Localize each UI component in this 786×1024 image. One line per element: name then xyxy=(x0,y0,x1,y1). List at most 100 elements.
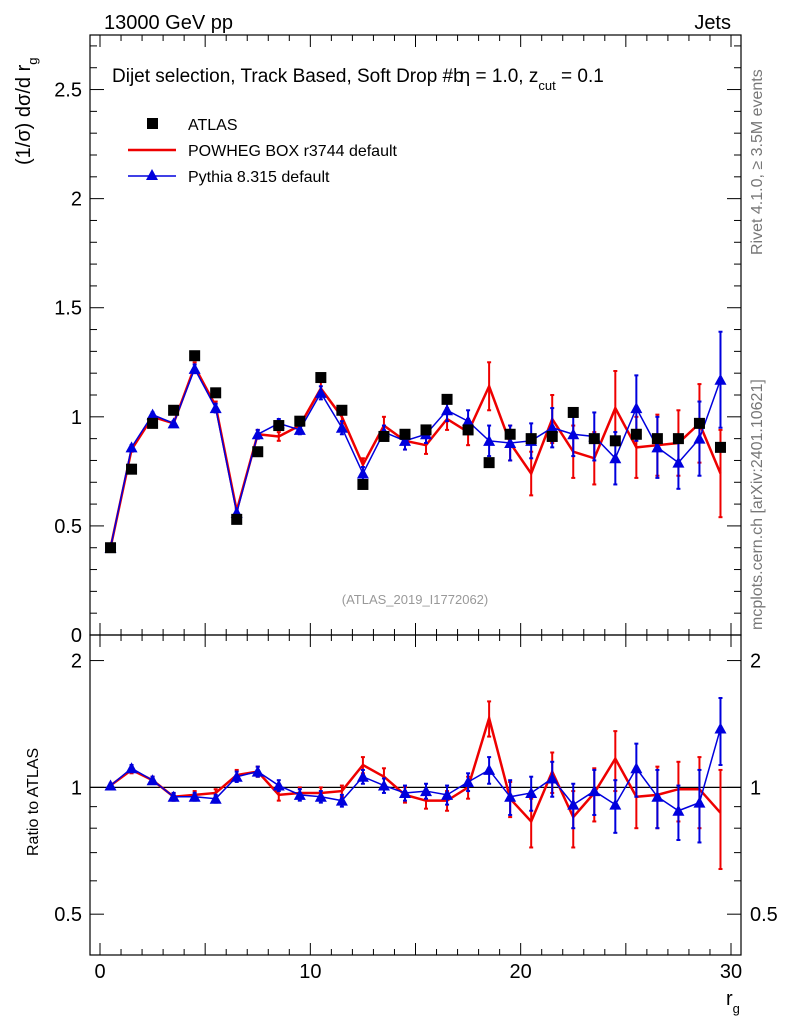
ratio-y-tick-label-right: 1 xyxy=(750,777,761,799)
atlas-point xyxy=(714,441,726,453)
atlas-point xyxy=(189,350,201,362)
pythia-point xyxy=(672,456,685,468)
powheg-line xyxy=(109,363,722,548)
atlas-point xyxy=(504,428,516,440)
ratio-pythia-point xyxy=(314,790,327,802)
pythia-point xyxy=(167,417,180,429)
series-layer xyxy=(104,330,727,871)
atlas-point xyxy=(147,417,159,429)
ratio-pythia-point xyxy=(167,790,180,802)
pythia-point xyxy=(693,432,706,444)
atlas-point xyxy=(630,428,642,440)
legend-marker-pythia xyxy=(146,169,158,180)
ratio-pythia-point xyxy=(714,722,727,734)
atlas-point xyxy=(567,406,579,418)
pythia-point xyxy=(483,434,496,446)
ratio-powheg-line xyxy=(109,713,722,824)
ratio-y-axis-label: Ratio to ATLAS xyxy=(25,748,42,856)
pythia-point xyxy=(398,434,411,446)
y-tick-label: 2 xyxy=(71,189,82,211)
ratio-pythia-point xyxy=(672,804,685,816)
pythia-point xyxy=(314,386,327,398)
ratio-pythia-point xyxy=(398,786,411,798)
pythia-point xyxy=(125,441,138,453)
atlas-point xyxy=(420,424,432,436)
atlas-point xyxy=(588,433,600,445)
atlas-point xyxy=(294,415,306,427)
ratio-pythia-point xyxy=(125,762,138,774)
ratio-pythia-point xyxy=(504,790,517,802)
ratio-pythia-point xyxy=(188,790,201,802)
title-main: Dijet selection, Track Based, Soft Drop … xyxy=(112,66,464,87)
pythia-point xyxy=(630,402,643,414)
atlas-point xyxy=(378,430,390,442)
atlas-point xyxy=(609,435,621,447)
atlas-point xyxy=(525,433,537,445)
atlas-point xyxy=(651,433,663,445)
ratio-pythia-point xyxy=(483,763,496,775)
axes-layer: 0 10 20 30 0 0.5 1 1.5 2 2.5 0.5 0.5 1 1 2 2 xyxy=(54,35,778,983)
plot-title: Dijet selection, Track Based, Soft Drop … xyxy=(112,66,604,93)
main-y-axis-label-main: (1/σ) dσ/d r xyxy=(13,64,35,165)
process-label: Jets xyxy=(694,12,731,34)
atlas-point xyxy=(483,457,495,469)
ratio-y-tick-label-right: 2 xyxy=(750,651,761,673)
ratio-pythia-point xyxy=(546,772,559,784)
ratio-pythia-point xyxy=(567,798,580,810)
pythia-point xyxy=(609,452,622,464)
ratio-pythia-point xyxy=(146,774,159,786)
ratio-y-tick-label: 0.5 xyxy=(54,904,82,926)
atlas-point xyxy=(399,428,411,440)
x-axis-label-main: r xyxy=(726,988,733,1010)
title-sub: cut xyxy=(538,78,556,93)
pythia-point xyxy=(335,421,348,433)
atlas-point xyxy=(210,387,222,399)
x-tick-label: 30 xyxy=(720,961,742,983)
legend: ATLAS POWHEG BOX r3744 default Pythia 8.… xyxy=(128,117,398,186)
main-y-axis-label-sub: g xyxy=(25,58,40,65)
pythia-point xyxy=(546,421,559,433)
legend-label-pythia: Pythia 8.315 default xyxy=(188,169,330,186)
ratio-pythia-point xyxy=(588,785,601,797)
pythia-point xyxy=(293,423,306,435)
ratio-pythia-point xyxy=(525,786,538,798)
legend-label-powheg: POWHEG BOX r3744 default xyxy=(188,143,398,160)
pythia-point xyxy=(714,373,727,385)
ratio-pythia-point xyxy=(420,785,433,797)
pythia-point xyxy=(441,404,454,416)
y-tick-label: 0 xyxy=(71,625,82,647)
title-end: = 0.1 xyxy=(556,66,604,87)
atlas-point xyxy=(126,463,138,475)
pythia-point xyxy=(651,441,664,453)
ratio-pythia-point xyxy=(693,796,706,808)
pythia-point xyxy=(462,415,475,427)
legend-label-atlas: ATLAS xyxy=(188,117,238,134)
rivet-label: Rivet 4.1.0, ≥ 3.5M events xyxy=(749,69,766,255)
pythia-point xyxy=(567,428,580,440)
ratio-pythia-point xyxy=(272,779,285,791)
ratio-pythia-point xyxy=(462,775,475,787)
atlas-point xyxy=(357,478,369,490)
ratio-pythia-point xyxy=(209,792,222,804)
pythia-point xyxy=(504,437,517,448)
y-tick-label: 1.5 xyxy=(54,298,82,320)
atlas-point xyxy=(273,420,285,432)
ratio-pythia-point xyxy=(609,798,622,810)
pythia-point xyxy=(146,408,159,420)
mcplots-label: mcplots.cern.ch [arXiv:2401.10621] xyxy=(749,379,766,630)
atlas-point xyxy=(168,404,180,416)
atlas-point xyxy=(231,513,243,525)
atlas-point xyxy=(693,417,705,429)
analysis-label: (ATLAS_2019_I1772062) xyxy=(342,592,488,607)
ratio-pythia-point xyxy=(230,770,243,782)
ratio-pythia-point xyxy=(630,762,643,774)
atlas-point xyxy=(546,430,558,442)
main-y-axis-label: (1/σ) dσ/d rg xyxy=(13,58,40,166)
atlas-point xyxy=(462,424,474,436)
x-axis-label: rg xyxy=(726,988,740,1016)
y-tick-label: 0.5 xyxy=(54,516,82,538)
ratio-pythia-point xyxy=(651,790,664,802)
y-tick-label: 2.5 xyxy=(54,80,82,102)
x-tick-label: 20 xyxy=(510,961,532,983)
